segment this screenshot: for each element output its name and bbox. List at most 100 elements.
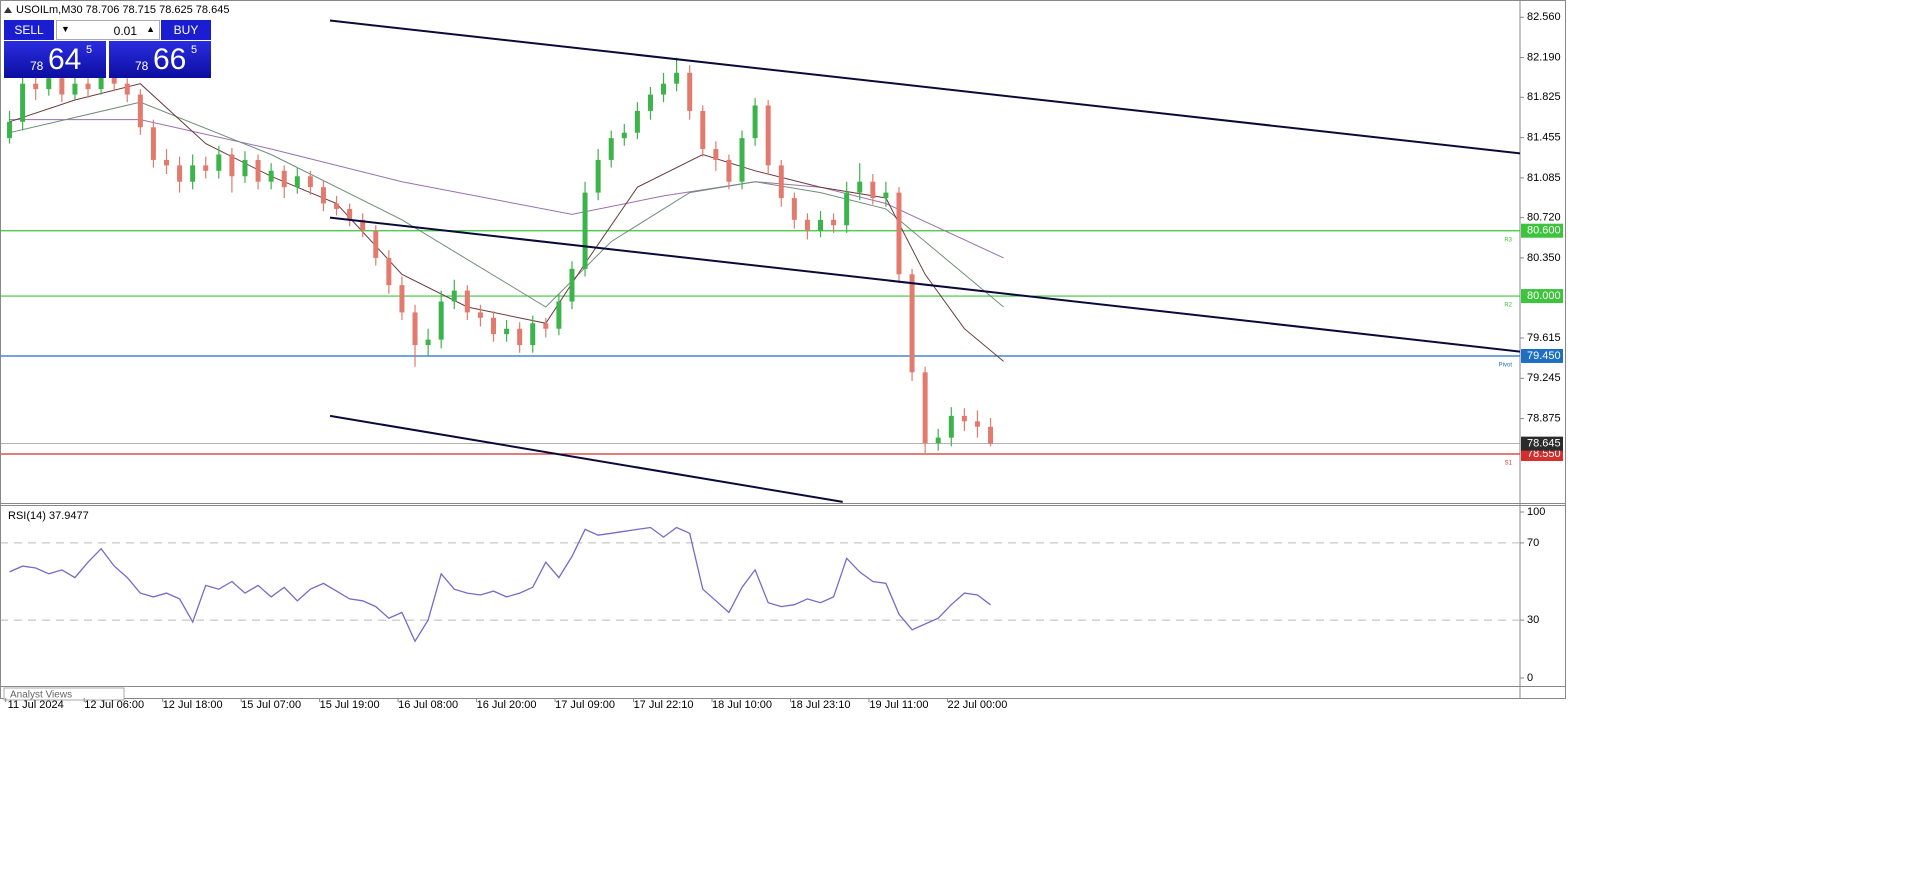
level-tag: S1 (1505, 461, 1513, 467)
level-label-box (1521, 348, 1563, 363)
candle-body (883, 192, 889, 199)
current-price-label: 78.645 (1527, 438, 1561, 450)
candle-body (595, 159, 601, 193)
level-tag: Pivot (1499, 363, 1513, 369)
candle-body (229, 154, 235, 177)
symbol-header: USOILm,M30 78.706 78.715 78.625 78.645 (16, 4, 229, 16)
price-panel (1, 19, 1520, 503)
rsi-title: RSI(14) 37.9477 (8, 510, 89, 522)
collapse-icon[interactable] (4, 7, 12, 13)
y-tick-label: 82.190 (1527, 51, 1561, 63)
candle-body (124, 83, 130, 95)
candle-body (294, 176, 300, 188)
level-label-box (1521, 223, 1563, 238)
candle-body (687, 72, 693, 111)
candle-body (765, 105, 771, 166)
y-tick-label: 82.560 (1527, 11, 1561, 23)
candle-body (438, 301, 444, 340)
moving-average (9, 101, 1004, 308)
tab-label[interactable]: Analyst Views (10, 690, 72, 701)
candle-body (386, 257, 392, 286)
candle-body (661, 83, 667, 95)
candle-body (909, 274, 915, 373)
quote-prefix: 78 (135, 59, 149, 73)
candle-body (360, 219, 366, 231)
sell-button[interactable]: SELL (4, 20, 54, 40)
candle-body (177, 165, 183, 182)
candle-body (870, 181, 876, 199)
rsi-panel (1, 526, 1520, 643)
lot-value[interactable]: 0.01 (113, 24, 137, 38)
x-tick-label: 11 Jul 2024 (8, 699, 64, 711)
candle-body (477, 312, 483, 318)
trendline (329, 216, 1520, 353)
candle-body (988, 426, 994, 444)
candle-body (20, 83, 26, 122)
moving-average (9, 83, 1004, 362)
moving-average (9, 119, 1004, 259)
level-label: 80.600 (1527, 225, 1561, 237)
candle-body (373, 230, 379, 258)
x-tick-label: 17 Jul 09:00 (555, 699, 615, 711)
x-tick-label: 15 Jul 07:00 (241, 699, 301, 711)
buy-button[interactable]: BUY (161, 20, 211, 40)
candle-body (268, 170, 274, 182)
x-tick-label: 22 Jul 00:00 (947, 699, 1007, 711)
level-label: 78.550 (1527, 448, 1561, 460)
candle-body (137, 94, 143, 128)
candle-body (399, 285, 405, 313)
quote-main: 66 (153, 43, 187, 76)
candle-body (974, 421, 980, 427)
trade-panel: SELL ▼ 0.01 ▲ BUY 78 64 5 78 66 5 (4, 20, 211, 79)
tab[interactable] (3, 687, 125, 701)
quote-main: 64 (48, 43, 82, 76)
candle-body (320, 187, 326, 204)
candle-body (255, 159, 261, 182)
candle-body (530, 323, 536, 346)
candle-body (504, 328, 510, 335)
x-tick-label: 17 Jul 22:10 (634, 699, 694, 711)
candle-body (844, 192, 850, 226)
frame (0, 0, 1566, 699)
candle-body (46, 78, 52, 90)
candle-body (7, 121, 13, 139)
candle-body (818, 219, 823, 231)
x-tick-label: 12 Jul 06:00 (84, 699, 144, 711)
trendline (329, 19, 1520, 155)
candle-body (804, 219, 810, 231)
candle-body (647, 94, 653, 111)
y-tick-label: 30 (1527, 614, 1539, 626)
level-label: 79.450 (1527, 350, 1561, 362)
plot: R3 R2 Pivot S1 11 Jul 2024 12 Jul 06:00 12 Jul… (1, 11, 1563, 711)
candle-body (164, 159, 169, 166)
y-tick-label: 78.875 (1527, 412, 1561, 424)
candle-body (791, 198, 797, 220)
buy-quote[interactable]: 78 66 5 (109, 41, 211, 78)
candle-body (608, 138, 614, 160)
candle-body (334, 203, 340, 209)
x-tick-label: 16 Jul 08:00 (398, 699, 458, 711)
y-tick-label: 79.615 (1527, 332, 1561, 344)
lot-up[interactable]: ▲ (146, 24, 155, 34)
x-tick-label: 12 Jul 18:00 (163, 699, 223, 711)
level-tag: R2 (1504, 303, 1512, 309)
y-tick-label: 70 (1527, 537, 1539, 549)
candle-body (726, 159, 732, 182)
candle-body (739, 138, 745, 182)
y-tick-label: 81.825 (1527, 91, 1561, 103)
candle-body (831, 219, 837, 226)
lot-down[interactable]: ▼ (61, 24, 70, 34)
candle-body (347, 208, 353, 220)
candle-body (752, 105, 758, 139)
candle-body (543, 323, 549, 329)
candle-body (517, 328, 523, 346)
candle-body (307, 176, 313, 188)
lot-box[interactable]: ▼ 0.01 ▲ (56, 20, 160, 40)
y-tick-label: 81.085 (1527, 172, 1561, 184)
candle-body (896, 192, 902, 275)
current-price-box (1521, 436, 1563, 451)
candle-body (713, 149, 719, 160)
candle-body (491, 317, 496, 335)
sell-quote[interactable]: 78 64 5 (4, 41, 106, 78)
